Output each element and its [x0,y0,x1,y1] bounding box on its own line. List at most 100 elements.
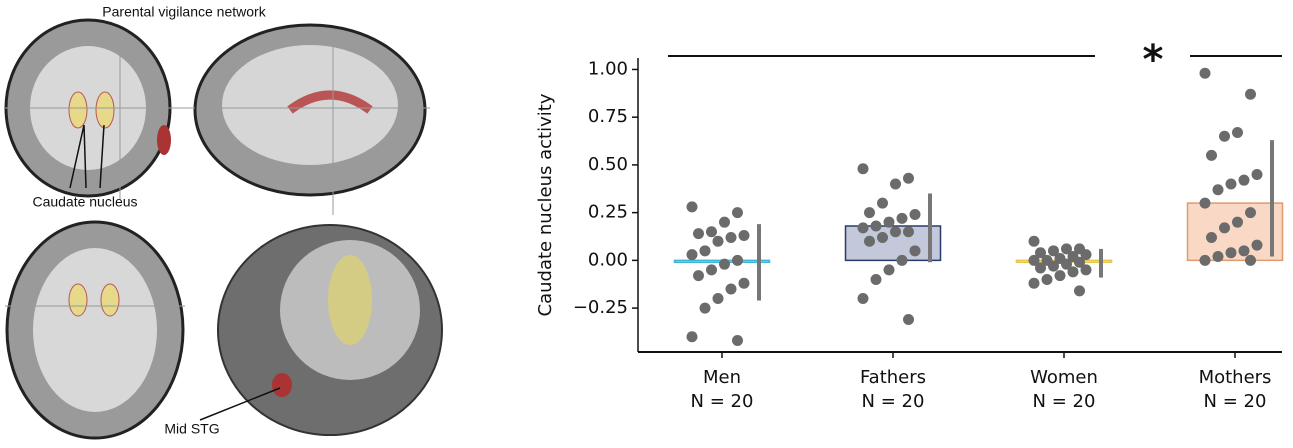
data-point [1048,245,1059,257]
caudate [100,283,120,317]
caudate [68,91,88,129]
data-point [732,254,743,266]
data-point [877,231,888,243]
data-point [732,207,743,219]
caudate [68,283,88,317]
data-point [1206,231,1217,243]
sagittal-white [222,45,398,165]
data-point [1028,254,1040,266]
data-point [693,228,704,240]
data-point [1245,207,1256,219]
data-point [870,220,882,232]
data-point [1251,239,1263,251]
data-point [1219,130,1230,142]
data-point [903,172,914,184]
data-point [1028,235,1040,247]
data-point [1225,178,1237,190]
data-point [883,216,895,228]
data-point [883,264,895,276]
data-point [1245,254,1256,266]
data-point [686,249,698,261]
axial-white [33,248,157,412]
data-point [1080,249,1092,261]
data-point [877,197,888,209]
data-point [732,335,743,347]
data-point [1041,273,1053,285]
data-point [719,216,730,228]
stg [272,373,292,397]
y-tick-label: 0.25 [588,202,628,223]
data-point [1054,270,1066,282]
data-point [686,331,698,343]
data-point [1232,216,1243,228]
y-tick-label: 1.00 [588,58,628,79]
data-point [719,258,730,270]
data-point [1232,126,1243,138]
data-point [857,222,869,234]
y-axis-label: Caudate nucleus activity [535,93,556,316]
data-point [686,201,698,213]
y-tick-label: 0.50 [588,154,628,175]
data-point [909,209,921,221]
caudate [95,91,115,129]
caudate [328,255,372,345]
data-point [1212,184,1224,196]
data-point [1080,264,1092,276]
data-point [725,283,737,295]
brain-panel: Parental vigilance network Caudate nucle… [4,4,443,440]
data-point [1212,251,1224,263]
x-tick-sublabel: N = 20 [1204,391,1267,412]
x-tick-label: Fathers [860,367,926,388]
data-point [1199,254,1211,266]
data-point [864,207,875,219]
data-point [1245,88,1256,100]
data-point [1238,245,1250,257]
data-point [1199,197,1211,209]
data-point [1074,285,1085,297]
data-point [1061,243,1072,255]
data-point [870,273,882,285]
network-title: Parental vigilance network [102,4,266,20]
data-point [706,264,717,276]
caudate-label: Caudate nucleus [32,194,137,210]
x-tick-label: Mothers [1199,367,1272,388]
data-point [857,163,869,175]
pointer [199,387,281,421]
data-point [1206,149,1217,161]
data-point [864,235,875,247]
data-point [1035,262,1046,274]
x-tick-sublabel: N = 20 [1033,391,1096,412]
data-point [903,226,914,238]
data-point [706,226,717,238]
data-point [1199,67,1211,79]
data-point [1074,256,1085,268]
stg [157,125,171,155]
y-tick-label: −0.25 [573,297,628,318]
data-point [1035,247,1046,259]
data-point [1028,277,1040,289]
data-point [890,226,901,238]
data-point [712,235,724,247]
data-point [903,314,914,326]
data-point [693,270,704,282]
data-point [699,302,711,314]
data-point [896,212,908,224]
data-point [890,178,901,190]
pointer [69,124,105,189]
data-point [1219,222,1230,234]
data-point [712,293,724,305]
x-tick-sublabel: N = 20 [862,391,925,412]
data-point [1048,260,1059,272]
y-tick-label: 0.00 [588,249,628,270]
data-point [1225,247,1237,259]
data-point [699,245,711,257]
caudate [287,90,373,114]
data-point [1067,266,1079,278]
data-point [1061,258,1072,270]
stg-label: Mid STG [164,421,219,437]
data-point [896,254,908,266]
data-point [909,245,921,257]
data-point [725,231,737,243]
data-point [1251,168,1263,180]
